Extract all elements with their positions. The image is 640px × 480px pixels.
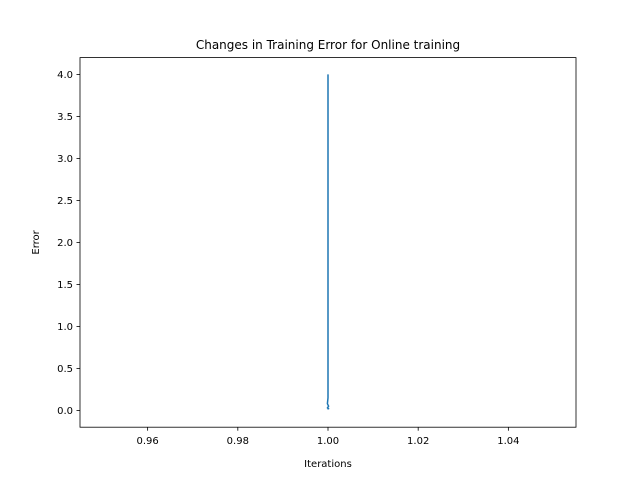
y-tick-label: 3.0 bbox=[57, 154, 73, 165]
plot-marks bbox=[326, 74, 330, 410]
y-axis-label: Error bbox=[31, 229, 42, 254]
x-axis-label: Iterations bbox=[304, 459, 352, 470]
y-tick-label: 2.0 bbox=[57, 238, 73, 249]
x-tick-label: 1.02 bbox=[407, 436, 429, 447]
x-axis-ticks: 0.96 0.98 1.00 1.02 1.04 bbox=[137, 427, 519, 447]
chart-title: Changes in Training Error for Online tra… bbox=[196, 38, 460, 52]
x-tick-label: 0.96 bbox=[137, 436, 159, 447]
x-tick-label: 0.98 bbox=[227, 436, 249, 447]
x-tick-label: 1.04 bbox=[497, 436, 519, 447]
y-tick-label: 0.0 bbox=[57, 406, 73, 417]
series-line bbox=[326, 74, 330, 410]
y-axis-ticks: 0.0 0.5 1.0 1.5 2.0 2.5 3.0 3.5 4.0 bbox=[57, 70, 80, 417]
y-tick-label: 1.5 bbox=[57, 280, 73, 291]
y-tick-label: 0.5 bbox=[57, 364, 73, 375]
y-tick-label: 1.0 bbox=[57, 322, 73, 333]
x-tick-label: 1.00 bbox=[317, 436, 339, 447]
y-tick-label: 3.5 bbox=[57, 112, 73, 123]
y-tick-label: 4.0 bbox=[57, 70, 73, 81]
y-tick-label: 2.5 bbox=[57, 196, 73, 207]
